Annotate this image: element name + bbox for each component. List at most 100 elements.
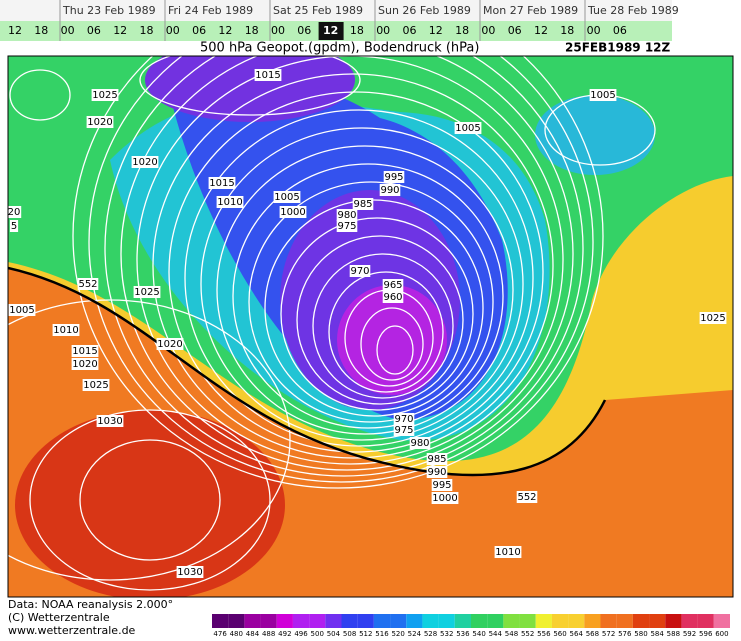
colorbar-swatch [665, 614, 682, 628]
hour-label[interactable]: 18 [560, 24, 574, 37]
field-magenta [337, 285, 447, 395]
hour-label[interactable]: 12 [534, 24, 548, 37]
colorbar-swatch [406, 614, 423, 628]
label-bg [133, 286, 161, 298]
isobar [264, 199, 484, 417]
label-bg [382, 291, 404, 303]
field-cyan-ne [535, 95, 655, 175]
hour-label[interactable]: 06 [87, 24, 101, 37]
day-label[interactable]: Mon 27 Feb 1989 [483, 4, 578, 17]
isobar [9, 69, 71, 121]
contour-label: 965 [383, 280, 402, 291]
colorbar-label: 560 [553, 630, 566, 638]
hour-label[interactable]: 12 [8, 24, 22, 37]
isobar [72, 56, 604, 489]
label-bg [699, 312, 727, 324]
contour-label: 970 [350, 266, 369, 277]
label-bg [8, 206, 22, 218]
hour-label[interactable]: 06 [192, 24, 206, 37]
hour-label[interactable]: 18 [245, 24, 259, 37]
contour-label: 990 [427, 467, 446, 478]
contour-label: 1020 [132, 157, 157, 168]
contour-label: 1000 [432, 493, 457, 504]
colorbar-label: 532 [440, 630, 453, 638]
hour-label[interactable]: 06 [613, 24, 627, 37]
isobar [328, 271, 444, 393]
colorbar-label: 484 [246, 630, 260, 638]
label-bg [77, 278, 99, 290]
hour-label[interactable]: 06 [297, 24, 311, 37]
colorbar-swatch [276, 614, 293, 628]
hour-label[interactable]: 00 [61, 24, 75, 37]
colorbar-swatch [568, 614, 585, 628]
label-bg [254, 69, 282, 81]
label-bg [131, 156, 159, 168]
colorbar-swatch [212, 614, 229, 628]
colorbar-swatch [503, 614, 520, 628]
label-bg [279, 206, 307, 218]
contour-label: 1025 [134, 287, 159, 298]
contour-label: 980 [410, 438, 429, 449]
hour-label[interactable]: 06 [508, 24, 522, 37]
hour-label[interactable]: 18 [350, 24, 364, 37]
label-bg [431, 492, 459, 504]
day-label[interactable]: Tue 28 Feb 1989 [587, 4, 679, 17]
hour-label[interactable]: 06 [403, 24, 417, 37]
isobar [168, 91, 544, 453]
hour-label[interactable]: 00 [587, 24, 601, 37]
colorbar-swatch [681, 614, 698, 628]
contour-label: 1005 [274, 192, 299, 203]
day-row [0, 0, 672, 21]
isobar [88, 56, 594, 483]
contour-label: 995 [432, 480, 451, 491]
colorbar-label: 588 [667, 630, 680, 638]
day-label[interactable]: Sat 25 Feb 1989 [273, 4, 363, 17]
day-label[interactable]: Fri 24 Feb 1989 [168, 4, 253, 17]
day-label[interactable]: Thu 23 Feb 1989 [62, 4, 156, 17]
contour-label: 975 [394, 425, 413, 436]
hour-label[interactable]: 00 [481, 24, 495, 37]
label-bg [86, 116, 114, 128]
hour-label[interactable]: 18 [455, 24, 469, 37]
isobar [136, 56, 564, 465]
label-bg [156, 338, 184, 350]
isobar [200, 127, 524, 441]
isobar [8, 299, 291, 581]
isobar [376, 325, 414, 375]
colorbar-label: 548 [505, 630, 518, 638]
colorbar-label: 592 [683, 630, 696, 638]
isobar [360, 307, 424, 381]
hour-label[interactable]: 00 [271, 24, 285, 37]
contour-label: 1020 [87, 117, 112, 128]
label-bg [8, 304, 36, 316]
colorbar-swatch [454, 614, 471, 628]
hour-label[interactable]: 12 [429, 24, 443, 37]
colorbar: 476 480 484 488 492 496 500 504 508 512 516 520 524 5… [212, 614, 730, 638]
contour-label: 1010 [53, 325, 78, 336]
hour-label[interactable]: 12 [113, 24, 127, 37]
isobars [8, 56, 656, 591]
contour-label: 20 [8, 207, 21, 218]
colorbar-swatch [713, 614, 730, 628]
hour-label[interactable]: 18 [34, 24, 48, 37]
hour-label[interactable]: 12 [218, 24, 232, 37]
day-label[interactable]: Sun 26 Feb 1989 [378, 4, 471, 17]
hour-label[interactable]: 00 [166, 24, 180, 37]
contour-label: 1025 [92, 90, 117, 101]
hour-label[interactable]: 00 [376, 24, 390, 37]
hour-label[interactable]: 12 [323, 24, 338, 37]
isobar [29, 409, 271, 591]
label-bg [91, 89, 119, 101]
colorbar-swatch [422, 614, 439, 628]
contour-label: 1025 [700, 313, 725, 324]
label-bg [273, 191, 301, 203]
contour-label: 1015 [209, 178, 234, 189]
hour-label[interactable]: 18 [140, 24, 154, 37]
field-purple-n [145, 56, 355, 122]
colorbar-label: 600 [715, 630, 728, 638]
run-time: 25FEB1989 12Z [565, 41, 671, 55]
contour-label: 1030 [97, 416, 122, 427]
isobar [104, 56, 584, 477]
colorbar-label: 516 [375, 630, 389, 638]
colorbar-swatch [649, 614, 666, 628]
